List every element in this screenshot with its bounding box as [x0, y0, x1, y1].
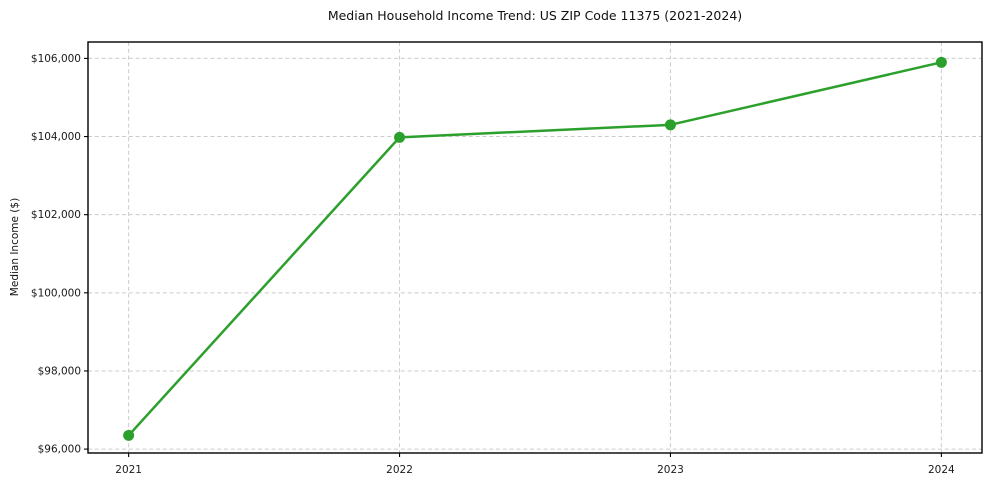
- y-tick-label: $106,000: [31, 53, 81, 65]
- y-tick-label: $100,000: [31, 287, 81, 299]
- plot-border: [87, 41, 983, 454]
- x-tick-label: 2022: [386, 464, 413, 476]
- data-point: [935, 56, 947, 68]
- data-point: [664, 119, 676, 131]
- x-tick-label: 2024: [928, 464, 955, 476]
- y-tick-label: $96,000: [38, 444, 81, 456]
- trend-line: [127, 61, 943, 437]
- chart-title: Median Household Income Trend: US ZIP Co…: [327, 8, 743, 23]
- x-tick-label: 2023: [657, 464, 684, 476]
- data-point: [123, 429, 135, 441]
- y-tick-label: $102,000: [31, 209, 81, 221]
- x-tick-label: 2021: [115, 464, 142, 476]
- y-tick-label: $104,000: [31, 131, 81, 143]
- y-tick-label: $98,000: [38, 365, 81, 377]
- data-point: [394, 131, 406, 143]
